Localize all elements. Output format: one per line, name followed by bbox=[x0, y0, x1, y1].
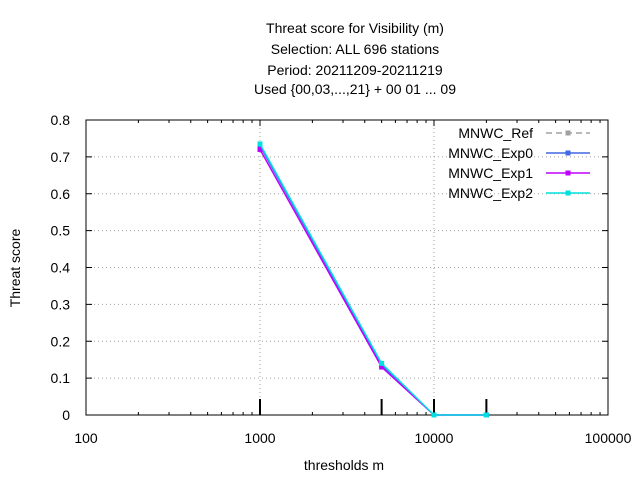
legend: MNWC_Ref MNWC_Exp0 MNWC_Exp1 MNWC_Exp2 bbox=[448, 125, 590, 201]
x-axis-label: thresholds m bbox=[304, 457, 384, 473]
data-point bbox=[257, 141, 263, 147]
legend-label: MNWC_Exp1 bbox=[448, 165, 533, 181]
y-tick-label: 0.4 bbox=[51, 260, 71, 276]
x-tick-label: 100 bbox=[74, 430, 98, 446]
y-tick-label: 0 bbox=[62, 407, 70, 423]
data-point bbox=[483, 412, 489, 418]
series-line-mnwc-exp2 bbox=[259, 143, 487, 416]
axis-ticks: 0 0.1 0.2 0.3 0.4 0.5 0.6 0.7 0.8 100 1000 10000 100… bbox=[51, 112, 632, 446]
y-tick-label: 0.8 bbox=[51, 112, 71, 128]
x-tick-label: 10000 bbox=[415, 430, 454, 446]
legend-marker bbox=[565, 130, 571, 136]
title-line-2: Selection: ALL 696 stations bbox=[270, 41, 440, 57]
y-tick-label: 0.2 bbox=[51, 333, 71, 349]
legend-marker bbox=[565, 150, 571, 156]
y-axis-label: Threat score bbox=[7, 228, 23, 307]
data-point bbox=[379, 364, 385, 370]
x-tick-label: 100000 bbox=[585, 430, 632, 446]
y-tick-label: 0.7 bbox=[51, 149, 71, 165]
title-line-1: Threat score for Visibility (m) bbox=[266, 20, 444, 36]
data-point bbox=[379, 360, 385, 366]
y-tick-label: 0.6 bbox=[51, 186, 71, 202]
y-tick-label: 0.3 bbox=[51, 296, 71, 312]
title-line-4: Used {00,03,...,21} + 00 01 ... 09 bbox=[254, 81, 456, 97]
legend-label: MNWC_Exp2 bbox=[448, 185, 533, 201]
data-point bbox=[431, 412, 437, 418]
title-line-3: Period: 20211209-20211219 bbox=[267, 62, 443, 78]
legend-marker bbox=[565, 170, 571, 176]
data-point bbox=[257, 147, 263, 152]
y-tick-label: 0.5 bbox=[51, 223, 71, 239]
legend-label: MNWC_Exp0 bbox=[448, 145, 533, 161]
legend-label: MNWC_Ref bbox=[458, 125, 533, 141]
legend-marker bbox=[565, 190, 571, 196]
series-layer bbox=[257, 141, 489, 418]
x-tick-label: 1000 bbox=[244, 430, 275, 446]
y-tick-label: 0.1 bbox=[51, 370, 71, 386]
